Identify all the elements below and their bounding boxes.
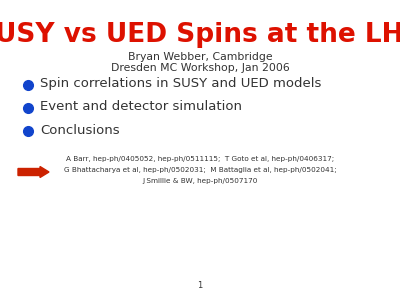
Text: Dresden MC Workshop, Jan 2006: Dresden MC Workshop, Jan 2006 (111, 63, 289, 73)
Text: 1: 1 (197, 281, 203, 290)
FancyArrow shape (18, 167, 49, 178)
Text: J Smillie & BW, hep-ph/0507170: J Smillie & BW, hep-ph/0507170 (142, 178, 258, 184)
Text: A Barr, hep-ph/0405052, hep-ph/0511115;  T Goto et al, hep-ph/0406317;: A Barr, hep-ph/0405052, hep-ph/0511115; … (66, 156, 334, 162)
Text: SUSY vs UED Spins at the LHC: SUSY vs UED Spins at the LHC (0, 22, 400, 48)
Text: Event and detector simulation: Event and detector simulation (40, 100, 242, 113)
Text: Spin correlations in SUSY and UED models: Spin correlations in SUSY and UED models (40, 77, 321, 91)
Text: Bryan Webber, Cambridge: Bryan Webber, Cambridge (128, 52, 272, 62)
Text: G Bhattacharya et al, hep-ph/0502031;  M Battaglia et al, hep-ph/0502041;: G Bhattacharya et al, hep-ph/0502031; M … (64, 167, 336, 173)
Text: Conclusions: Conclusions (40, 124, 120, 136)
